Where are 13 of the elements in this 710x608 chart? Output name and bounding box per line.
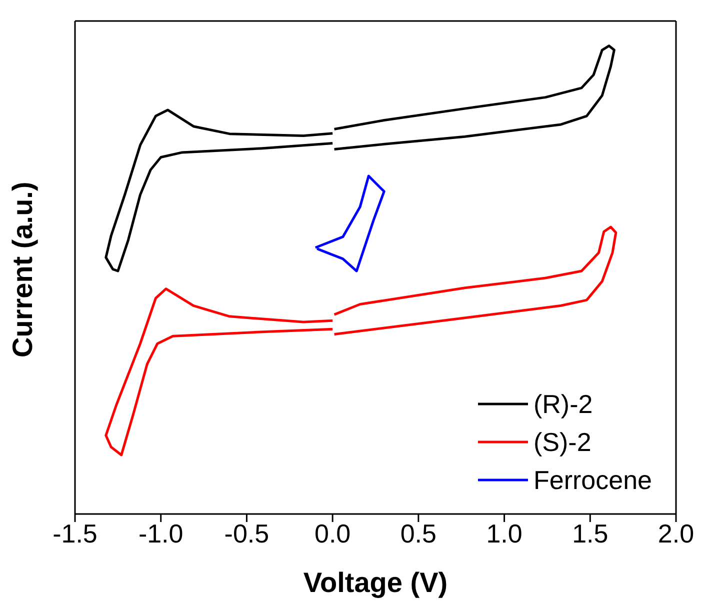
x-tick-label: 0.5 [400, 518, 437, 548]
x-tick-label: 0.0 [314, 518, 351, 548]
x-tick-label: 1.5 [572, 518, 608, 548]
x-tick-label: -1.0 [138, 518, 184, 548]
legend-label: (S)-2 [534, 426, 592, 459]
x-axis-title: Voltage (V) [303, 567, 448, 598]
legend-label: Ferrocene [534, 464, 652, 497]
x-tick-label: -0.5 [224, 518, 270, 548]
x-tick-label: 2.0 [658, 518, 694, 548]
y-axis-title: Current (a.u.) [6, 182, 38, 358]
legend-label: (R)-2 [534, 388, 593, 421]
x-tick-label: -1.5 [52, 518, 98, 548]
x-tick-label: 1.0 [486, 518, 522, 548]
